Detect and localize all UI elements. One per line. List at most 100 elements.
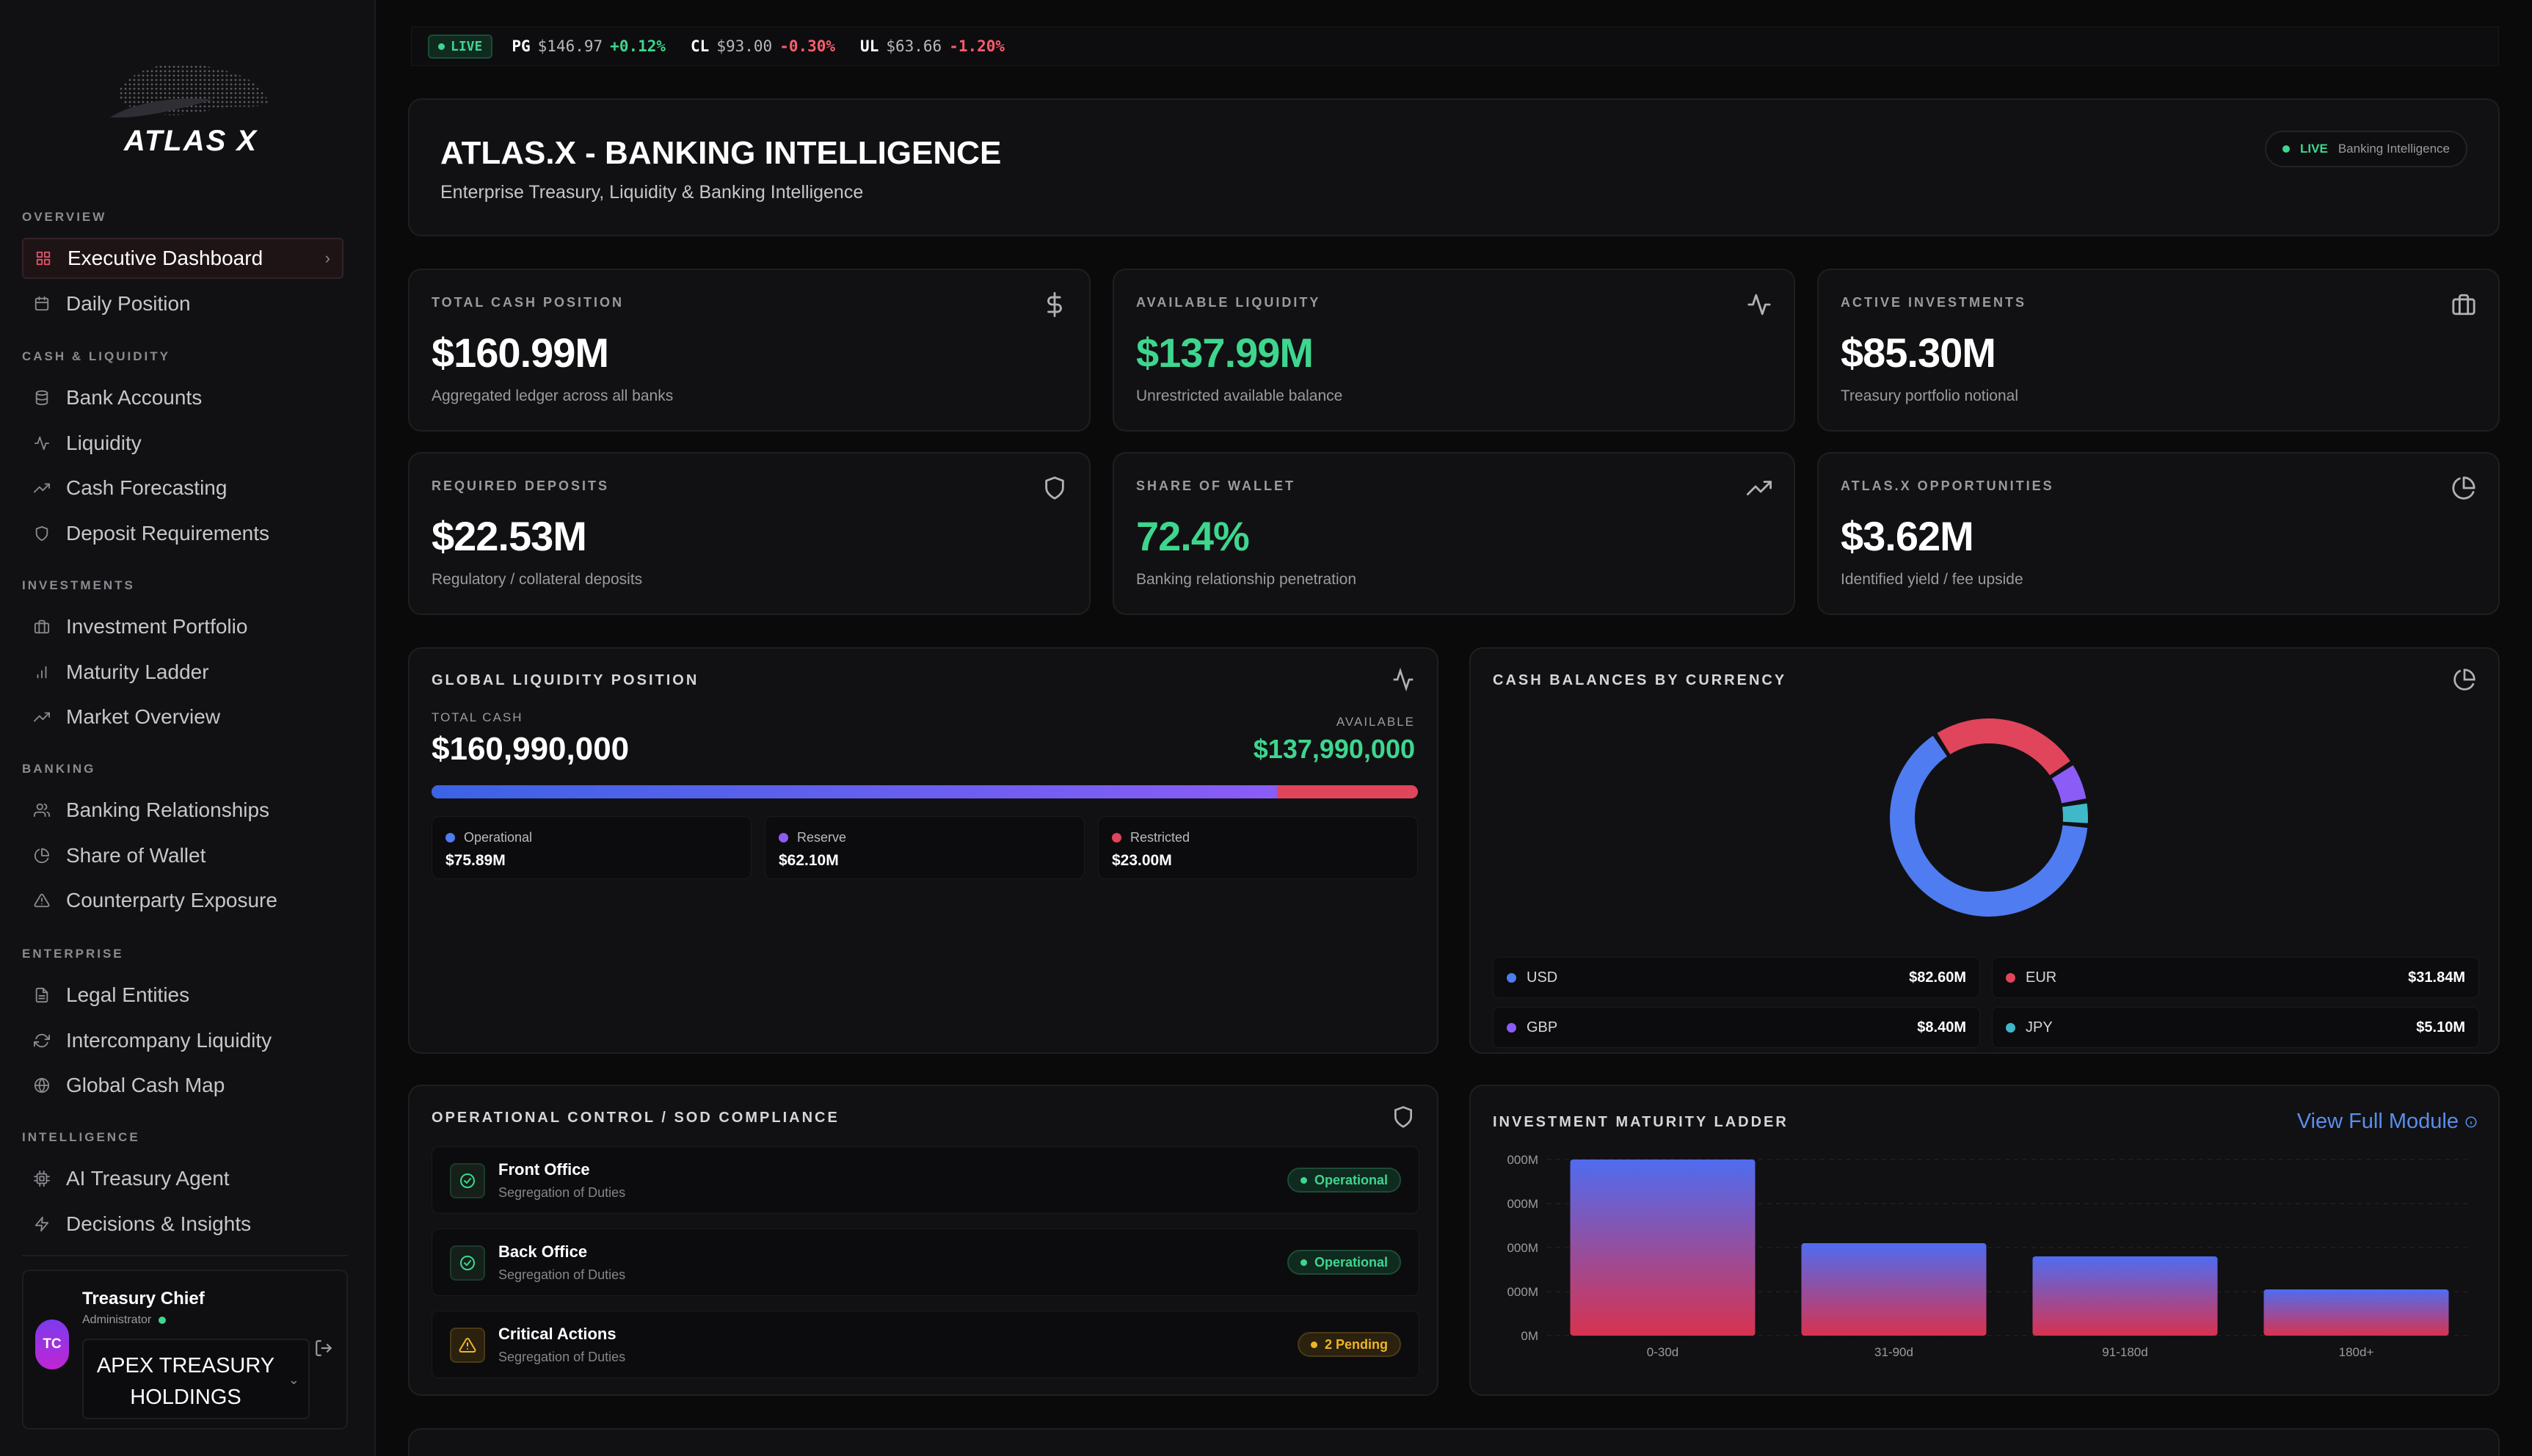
currency-panel: CASH BALANCES BY CURRENCY USD $82.60M EUR $… <box>1469 647 2500 1054</box>
ticker-change: -0.30% <box>779 37 836 55</box>
check-circle-icon <box>450 1163 485 1198</box>
sidebar-item-counterparty-exposure[interactable]: Counterparty Exposure <box>22 880 343 921</box>
sidebar-item-ai-treasury-agent[interactable]: AI Treasury Agent <box>22 1158 343 1199</box>
kpi-subtitle: Unrestricted available balance <box>1136 387 1343 404</box>
currency-value: $8.40M <box>1917 1019 1966 1035</box>
activity-icon <box>34 435 50 451</box>
breakdown-name: Reserve <box>779 830 846 845</box>
liquidity-panel: GLOBAL LIQUIDITY POSITION TOTAL CASH $16… <box>408 647 1438 1054</box>
kpi-card-available-liquidity[interactable]: AVAILABLE LIQUIDITY $137.99M Unrestricted … <box>1113 269 1795 432</box>
currency-name: JPY <box>2006 1019 2053 1036</box>
currency-row-usd[interactable]: USD $82.60M <box>1493 957 1980 998</box>
currency-donut-chart <box>1890 718 2088 917</box>
kpi-card-active-investments[interactable]: ACTIVE INVESTMENTS $85.30M Treasury portfo… <box>1817 269 2500 432</box>
control-row-back-office[interactable]: Back Office Segregation of Duties Operatio… <box>432 1228 1419 1296</box>
currency-row-jpy[interactable]: JPY $5.10M <box>1992 1007 2479 1048</box>
sidebar-item-decisions-insights[interactable]: Decisions & Insights <box>22 1204 343 1245</box>
logout-icon[interactable] <box>314 1339 333 1358</box>
kpi-card-atlas-x-opportunities[interactable]: ATLAS.X OPPORTUNITIES $3.62M Identified yi… <box>1817 452 2500 615</box>
ticker-item[interactable]: UL $63.66 -1.20% <box>860 37 1005 55</box>
sidebar-item-investment-portfolio[interactable]: Investment Portfolio <box>22 606 343 647</box>
sidebar-item-label: Executive Dashboard <box>68 247 263 269</box>
sidebar-item-label: Counterparty Exposure <box>66 889 277 911</box>
sidebar-item-deposit-requirements[interactable]: Deposit Requirements <box>22 513 343 554</box>
activity-icon <box>1391 667 1415 692</box>
view-full-module-link[interactable]: View Full Module <box>2297 1110 2478 1134</box>
liquidity-bar <box>432 785 1418 798</box>
header-live-text: LIVE <box>2300 142 2328 156</box>
available-label: AVAILABLE <box>1336 715 1415 729</box>
currency-value: $5.10M <box>2416 1019 2465 1035</box>
controls-title: OPERATIONAL CONTROL / SOD COMPLIANCE <box>432 1110 840 1126</box>
legend-dot <box>1507 973 1516 983</box>
user-role-text: Administrator <box>82 1314 152 1326</box>
liquidity-breakdown-restricted: Restricted $23.00M <box>1098 816 1418 879</box>
currency-name: EUR <box>2006 969 2056 986</box>
donut-slice-usd[interactable] <box>1890 718 2088 917</box>
user-card: TC Treasury Chief Administrator APEX TRE… <box>22 1270 348 1430</box>
nav-section-title: INTELLIGENCE <box>22 1130 140 1144</box>
sidebar-item-label: Investment Portfolio <box>66 615 248 638</box>
currency-row-gbp[interactable]: GBP $8.40M <box>1493 1007 1980 1048</box>
sidebar-item-share-of-wallet[interactable]: Share of Wallet <box>22 835 343 876</box>
total-cash-label: TOTAL CASH <box>432 710 523 724</box>
donut-slice-eur[interactable] <box>1890 718 2088 917</box>
available-liquidity-fill <box>432 785 1277 798</box>
bar-91-180d[interactable] <box>2032 1256 2218 1336</box>
kpi-subtitle: Aggregated ledger across all banks <box>432 387 674 404</box>
status-text: Operational <box>1314 1172 1388 1187</box>
x-tick-label: 31-90d <box>1874 1345 1913 1359</box>
breakdown-label: Operational <box>464 830 533 845</box>
globe-icon <box>34 1077 50 1093</box>
breakdown-value: $23.00M <box>1112 852 1172 869</box>
status-badge: 2 Pending <box>1297 1332 1401 1357</box>
kpi-card-share-of-wallet[interactable]: SHARE OF WALLET 72.4% Banking relationship… <box>1113 452 1795 615</box>
avatar[interactable]: TC <box>35 1320 69 1369</box>
sidebar-item-maturity-ladder[interactable]: Maturity Ladder <box>22 652 343 693</box>
sidebar-item-label: Liquidity <box>66 431 142 454</box>
sidebar-item-executive-dashboard[interactable]: Executive Dashboard › <box>22 238 343 279</box>
sidebar-item-bank-accounts[interactable]: Bank Accounts <box>22 377 343 418</box>
ticker-item[interactable]: CL $93.00 -0.30% <box>691 37 835 55</box>
currency-code: USD <box>1527 969 1558 986</box>
sidebar-item-legal-entities[interactable]: Legal Entities <box>22 975 343 1016</box>
y-tick-label: 0M <box>1521 1329 1538 1343</box>
currency-row-eur[interactable]: EUR $31.84M <box>1992 957 2479 998</box>
org-selector[interactable]: APEX TREASURY HOLDINGS ⌄ <box>82 1339 310 1419</box>
control-row-front-office[interactable]: Front Office Segregation of Duties Operati… <box>432 1146 1419 1214</box>
bar-0-30d[interactable] <box>1570 1160 1756 1336</box>
legend-dot <box>779 833 788 842</box>
status-text: Operational <box>1314 1254 1388 1270</box>
atlas-x-logo[interactable]: ATLAS X <box>88 51 294 161</box>
ticker-item[interactable]: PG $146.97 +0.12% <box>512 37 666 55</box>
zap-icon <box>34 1216 50 1232</box>
ticker-price: $146.97 <box>537 37 603 55</box>
sidebar-item-market-overview[interactable]: Market Overview <box>22 696 343 738</box>
controls-panel: OPERATIONAL CONTROL / SOD COMPLIANCE Fro… <box>408 1085 1438 1396</box>
currency-name: GBP <box>1507 1019 1557 1036</box>
sidebar-item-global-cash-map[interactable]: Global Cash Map <box>22 1065 343 1106</box>
sidebar-item-liquidity[interactable]: Liquidity <box>22 423 343 464</box>
bar-180d+[interactable] <box>2263 1289 2449 1336</box>
breakdown-value: $62.10M <box>779 852 839 869</box>
shield-icon <box>34 525 50 542</box>
breakdown-name: Restricted <box>1112 830 1190 845</box>
ticker-symbol: CL <box>691 37 710 55</box>
sidebar-item-banking-relationships[interactable]: Banking Relationships <box>22 790 343 831</box>
sidebar-item-daily-position[interactable]: Daily Position <box>22 283 343 324</box>
y-tick-label: 000M <box>1507 1153 1538 1167</box>
bar-chart-icon <box>34 664 50 680</box>
kpi-card-required-deposits[interactable]: REQUIRED DEPOSITS $22.53M Regulatory / col… <box>408 452 1091 615</box>
shield-icon <box>1042 476 1067 500</box>
sidebar-item-label: Market Overview <box>66 705 221 728</box>
sidebar-item-intercompany-liquidity[interactable]: Intercompany Liquidity <box>22 1020 343 1061</box>
sidebar-item-cash-forecasting[interactable]: Cash Forecasting <box>22 467 343 509</box>
control-row-critical-actions[interactable]: Critical Actions Segregation of Duties 2 P… <box>432 1311 1419 1378</box>
bar-31-90d[interactable] <box>1801 1243 1987 1336</box>
info-icon <box>2464 1115 2478 1129</box>
x-tick-label: 0-30d <box>1647 1345 1678 1359</box>
sidebar-item-label: AI Treasury Agent <box>66 1167 230 1190</box>
trending-up-icon <box>1747 476 1772 500</box>
kpi-card-total-cash-position[interactable]: TOTAL CASH POSITION $160.99M Aggregated le… <box>408 269 1091 432</box>
control-subtitle: Segregation of Duties <box>498 1267 626 1282</box>
